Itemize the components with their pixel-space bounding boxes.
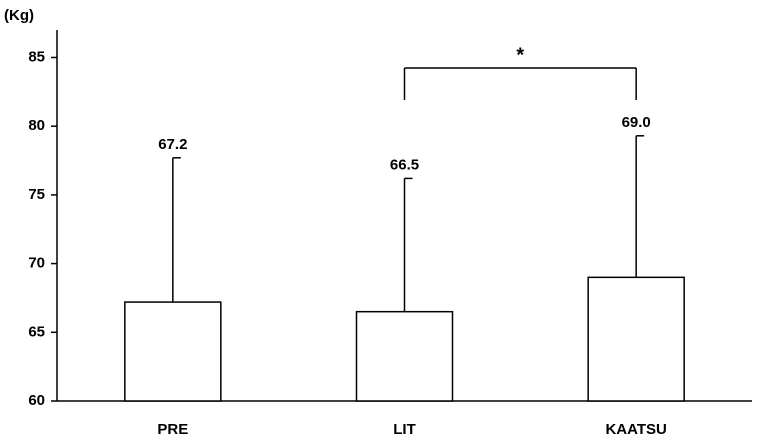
x-tick-label: PRE: [157, 421, 188, 438]
y-tick-label: 60: [28, 392, 45, 409]
bar: [587, 276, 685, 402]
value-label: 66.5: [390, 156, 419, 173]
x-tick-label: LIT: [393, 421, 416, 438]
value-label: 69.0: [622, 114, 651, 131]
bar: [355, 310, 454, 402]
y-tick-label: 85: [28, 48, 45, 65]
bar: [124, 301, 222, 402]
y-tick-label: 80: [28, 117, 45, 134]
y-tick-label: 65: [28, 323, 45, 340]
y-axis-label: (Kg): [4, 7, 34, 24]
y-tick-label: 70: [28, 255, 45, 272]
y-tick-label: 75: [28, 186, 45, 203]
x-tick-label: KAATSU: [605, 421, 666, 438]
significance-label: *: [516, 44, 524, 66]
value-label: 67.2: [158, 136, 187, 153]
